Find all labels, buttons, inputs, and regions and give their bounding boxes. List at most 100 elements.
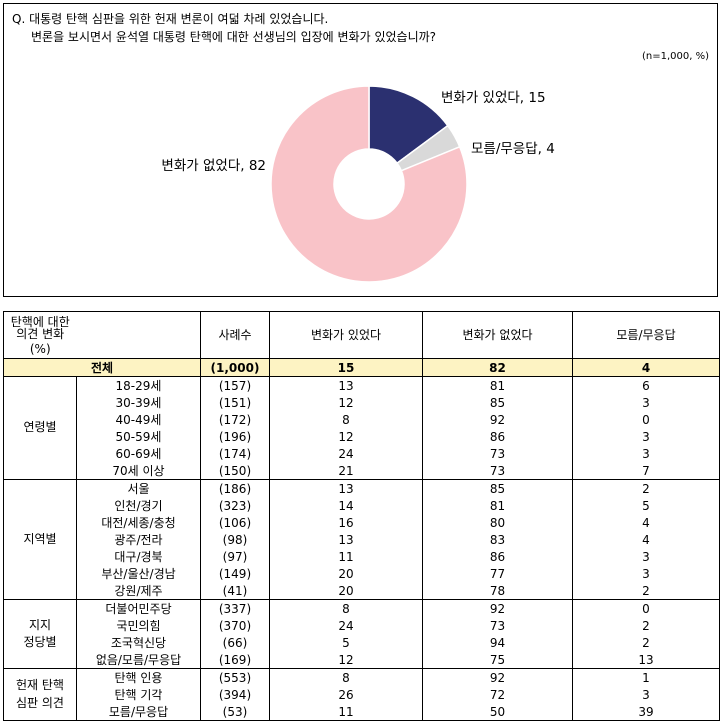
row-dk: 6: [572, 376, 720, 394]
row-not-changed: 80: [422, 514, 573, 531]
row-n: (98): [200, 531, 270, 548]
row-n: (169): [200, 651, 270, 669]
pie-slice-2: [270, 85, 468, 283]
row-n: (394): [200, 686, 270, 703]
total-label: 전체: [3, 358, 201, 377]
row-n: (66): [200, 634, 270, 651]
group-label: 지지 정당별: [3, 599, 77, 669]
header-category-spacer: [76, 311, 201, 359]
row-dk: 2: [572, 634, 720, 651]
row-label: 40-49세: [76, 411, 201, 428]
total-n: (1,000): [200, 358, 270, 377]
row-n: (53): [200, 703, 270, 721]
row-dk: 3: [572, 394, 720, 411]
row-not-changed: 94: [422, 634, 573, 651]
row-label: 국민의힘: [76, 617, 201, 634]
row-label: 50-59세: [76, 428, 201, 445]
table-row: 지역별 서울 (186) 13 85 2: [3, 479, 720, 600]
row-label: 서울: [76, 479, 201, 497]
row-dk: 0: [572, 411, 720, 428]
row-dk: 3: [572, 428, 720, 445]
pie-label-1: 모름/무응답, 4: [471, 141, 555, 157]
table-row: 30-39세 (151) 12 85 3: [4, 394, 720, 411]
row-n: (97): [200, 548, 270, 565]
header-not-changed: 변화가 없었다: [422, 311, 573, 359]
row-changed: 24: [269, 445, 423, 462]
table-row: 지지 정당별 더불어민주당 (337) 8 92 0: [3, 599, 720, 669]
row-not-changed: 85: [422, 394, 573, 411]
pie-label-0: 변화가 있었다, 15: [441, 90, 546, 106]
row-label: 없음/모름/무응답: [76, 651, 201, 669]
table-row: 광주/전라 (98) 13 83 4: [4, 531, 720, 548]
group-label: 지역별: [3, 479, 77, 600]
row-dk: 2: [572, 479, 720, 497]
row-not-changed: 73: [422, 445, 573, 462]
row-changed: 13: [269, 531, 423, 548]
row-n: (370): [200, 617, 270, 634]
row-n: (337): [200, 599, 270, 617]
row-not-changed: 92: [422, 599, 573, 617]
total-row: 전체 (1,000) 15 82 4: [3, 358, 720, 377]
row-changed: 20: [269, 582, 423, 600]
row-not-changed: 75: [422, 651, 573, 669]
question-line-1: Q. 대통령 탄핵 심판을 위한 헌재 변론이 여덟 차례 있었습니다.: [12, 12, 329, 26]
row-n: (106): [200, 514, 270, 531]
row-not-changed: 50: [422, 703, 573, 721]
row-dk: 4: [572, 514, 720, 531]
row-label: 70세 이상: [76, 462, 201, 480]
row-label: 대구/경북: [76, 548, 201, 565]
row-not-changed: 81: [422, 497, 573, 514]
row-n: (186): [200, 479, 270, 497]
row-changed: 20: [269, 565, 423, 582]
row-changed: 14: [269, 497, 423, 514]
group-3: 헌재 탄핵 심판 의견 탄핵 인용 (553) 8 92 1 탄핵 기각 (394) 26 72 3…: [3, 668, 720, 721]
row-label: 탄핵 기각: [76, 686, 201, 703]
total-changed: 15: [269, 358, 423, 377]
row-not-changed: 77: [422, 565, 573, 582]
row-not-changed: 92: [422, 668, 573, 686]
total-not-changed: 82: [422, 358, 573, 377]
row-dk: 13: [572, 651, 720, 669]
table-row: 50-59세 (196) 12 86 3: [4, 428, 720, 445]
row-n: (150): [200, 462, 270, 480]
row-label: 대전/세종/충청: [76, 514, 201, 531]
table-row: 70세 이상 (150) 21 73 7: [4, 462, 720, 480]
row-changed: 5: [269, 634, 423, 651]
row-dk: 5: [572, 497, 720, 514]
row-not-changed: 92: [422, 411, 573, 428]
header-category-unit: (%): [29, 341, 51, 356]
row-dk: 0: [572, 599, 720, 617]
header-changed: 변화가 있었다: [269, 311, 423, 359]
row-label: 부산/울산/경남: [76, 565, 201, 582]
row-not-changed: 81: [422, 376, 573, 394]
row-n: (157): [200, 376, 270, 394]
question-line-2: 변론을 보시면서 윤석열 대통령 탄핵에 대한 선생님의 입장에 변화가 있었습…: [31, 30, 437, 44]
row-dk: 7: [572, 462, 720, 480]
row-n: (196): [200, 428, 270, 445]
pie-label-2: 변화가 없었다, 82: [161, 158, 266, 174]
row-dk: 2: [572, 582, 720, 600]
row-not-changed: 73: [422, 462, 573, 480]
group-0: 연령별 18-29세 (157) 13 81 6 30-39세 (151) 12 85 3 40-49…: [3, 376, 720, 480]
row-label: 60-69세: [76, 445, 201, 462]
group-2: 지지 정당별 더불어민주당 (337) 8 92 0 국민의힘 (370) 24 73 2 조국혁신당…: [3, 599, 720, 669]
row-changed: 11: [269, 548, 423, 565]
total-dk: 4: [572, 358, 720, 377]
row-dk: 3: [572, 686, 720, 703]
row-label: 더불어민주당: [76, 599, 201, 617]
table-row: 없음/모름/무응답 (169) 12 75 13: [4, 651, 720, 669]
chart-panel: Q. 대통령 탄핵 심판을 위한 헌재 변론이 여덟 차례 있었습니다. 변론을…: [3, 3, 718, 297]
row-not-changed: 83: [422, 531, 573, 548]
table-row: 인천/경기 (323) 14 81 5: [4, 497, 720, 514]
group-label: 연령별: [3, 376, 77, 480]
row-n: (151): [200, 394, 270, 411]
table-row: 모름/무응답 (53) 11 50 39: [4, 703, 720, 721]
header-n: 사례수: [200, 311, 270, 359]
group-label: 헌재 탄핵 심판 의견: [3, 668, 77, 721]
row-dk: 3: [572, 445, 720, 462]
table-row: 대전/세종/충청 (106) 16 80 4: [4, 514, 720, 531]
table-row: 탄핵 기각 (394) 26 72 3: [4, 686, 720, 703]
row-not-changed: 73: [422, 617, 573, 634]
row-n: (172): [200, 411, 270, 428]
row-not-changed: 85: [422, 479, 573, 497]
